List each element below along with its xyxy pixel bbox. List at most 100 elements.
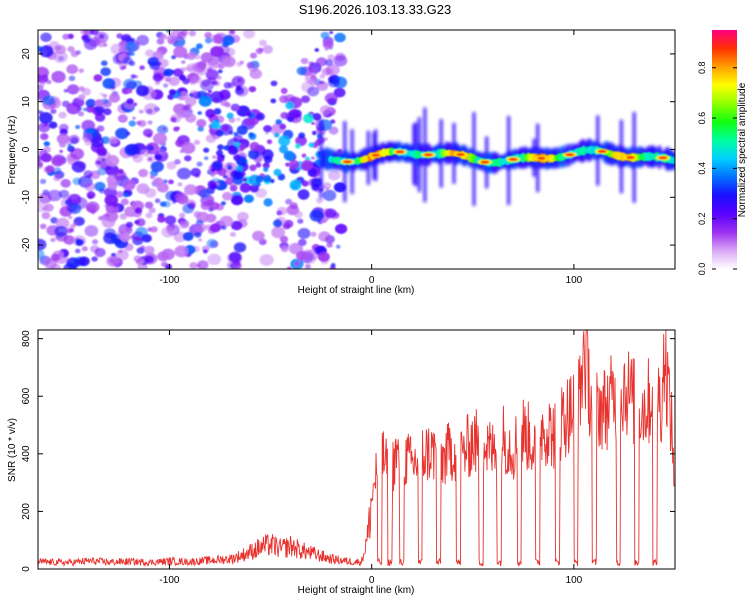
noise-blob — [145, 255, 154, 263]
noise-blob — [144, 245, 155, 255]
noise-blob — [128, 120, 136, 127]
signal-peak — [508, 157, 518, 161]
noise-blob — [327, 170, 341, 181]
noise-blob — [279, 145, 288, 154]
noise-blob — [158, 58, 169, 68]
noise-blob — [91, 256, 98, 262]
noise-blob — [192, 62, 206, 74]
noise-blob — [171, 55, 177, 60]
noise-blob — [249, 184, 259, 193]
noise-blob — [53, 167, 62, 175]
noise-blob — [271, 226, 286, 239]
noise-blob — [207, 180, 217, 189]
noise-blob — [168, 179, 174, 185]
noise-blob — [129, 51, 135, 56]
noise-blob — [115, 127, 129, 140]
noise-blob — [59, 149, 63, 153]
noise-blob — [203, 147, 210, 153]
noise-blob — [219, 215, 234, 227]
noise-blob — [285, 162, 290, 167]
noise-blob — [235, 85, 242, 91]
noise-blob — [217, 69, 223, 74]
noise-blob — [78, 94, 86, 101]
noise-blob — [308, 61, 314, 66]
noise-blob — [288, 160, 300, 170]
noise-blob — [150, 161, 164, 173]
noise-blob — [232, 170, 243, 180]
noise-blob — [78, 68, 85, 74]
noise-blob — [63, 235, 75, 245]
noise-blob — [196, 43, 203, 49]
noise-blob — [255, 175, 264, 183]
noise-blob — [102, 94, 107, 98]
noise-blob — [229, 184, 238, 192]
noise-blob — [221, 225, 227, 230]
noise-blob — [51, 70, 66, 83]
noise-blob — [66, 257, 80, 269]
noise-blob — [307, 167, 318, 177]
noise-blob — [247, 62, 259, 72]
noise-blob — [171, 200, 177, 204]
noise-blob — [136, 85, 150, 97]
noise-blob — [162, 127, 166, 131]
noise-blob — [94, 113, 106, 122]
y-tick-label: 10 — [21, 96, 32, 108]
noise-blob — [40, 32, 52, 42]
noise-blob — [118, 249, 123, 254]
noise-blob — [116, 33, 123, 39]
noise-blob — [147, 56, 159, 67]
noise-blob — [257, 114, 263, 120]
x-tick-label: 100 — [566, 275, 583, 286]
noise-blob — [75, 51, 80, 55]
y-tick-label: 800 — [21, 330, 32, 347]
noise-blob — [114, 170, 127, 181]
noise-blob — [122, 192, 129, 198]
noise-blob — [283, 150, 295, 161]
signal-peak — [565, 153, 575, 157]
x-tick-label: -100 — [159, 275, 179, 286]
noise-blob — [322, 189, 337, 202]
noise-blob — [208, 89, 212, 94]
noise-blob — [177, 182, 183, 187]
noise-blob — [98, 34, 105, 39]
noise-blob — [46, 79, 52, 85]
noise-blob — [107, 181, 118, 190]
noise-blob — [227, 165, 233, 171]
noise-blob — [301, 180, 309, 187]
noise-blob — [177, 167, 191, 180]
noise-blob — [328, 126, 339, 135]
noise-blob — [125, 41, 138, 52]
noise-blob — [140, 149, 150, 157]
noise-blob — [262, 174, 272, 183]
noise-blob — [120, 233, 131, 242]
noise-blob — [177, 31, 187, 40]
signal-peak — [456, 152, 466, 157]
noise-blob — [294, 261, 301, 267]
noise-blob — [50, 263, 61, 269]
snr-panel: -100 0 100 0 200 400 600 800 Height of straigh… — [7, 329, 676, 596]
noise-blob — [300, 95, 311, 103]
noise-blob — [138, 168, 149, 178]
colorbar-tick-label: 0.0 — [697, 263, 707, 276]
noise-region — [38, 30, 348, 269]
noise-blob — [38, 161, 44, 167]
noise-blob — [259, 39, 267, 47]
noise-blob — [263, 198, 273, 207]
noise-blob — [145, 212, 153, 219]
noise-blob — [215, 130, 224, 137]
noise-blob — [38, 112, 53, 124]
noise-blob — [43, 141, 50, 147]
noise-blob — [198, 95, 212, 107]
y-tick-label: 400 — [21, 445, 32, 462]
noise-blob — [206, 238, 218, 249]
noise-blob — [134, 75, 139, 79]
noise-blob — [82, 133, 93, 142]
noise-blob — [310, 231, 317, 237]
noise-blob — [53, 50, 68, 63]
noise-blob — [270, 178, 275, 184]
noise-blob — [303, 113, 314, 124]
noise-blob — [68, 215, 73, 220]
noise-blob — [222, 124, 230, 132]
noise-blob — [140, 245, 146, 250]
